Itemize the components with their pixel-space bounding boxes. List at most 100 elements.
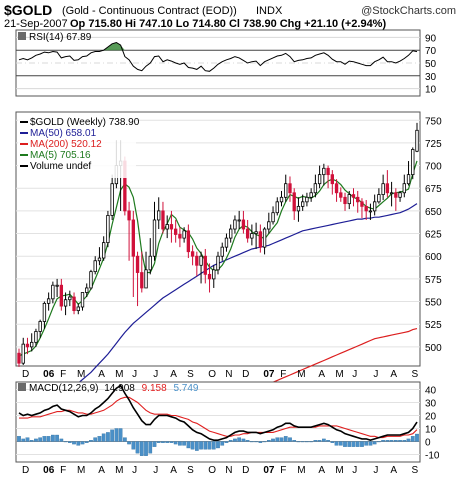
candle-body (301, 201, 305, 207)
candle (93, 256, 97, 275)
histogram-value: 5.749 (173, 383, 198, 394)
time-axis-label: A (390, 465, 397, 476)
macd-tick-label: 40 (425, 386, 437, 397)
histogram-bar (326, 440, 330, 442)
histogram-bar (300, 441, 305, 443)
price-tick-label: 575 (425, 275, 442, 286)
histogram-bar (283, 436, 288, 442)
candle (262, 227, 267, 255)
histogram-bar (148, 441, 153, 454)
candle-body (106, 215, 110, 244)
signal-value: 9.158 (142, 383, 167, 394)
candle-body (271, 212, 275, 223)
candle-body (30, 341, 34, 348)
candle (127, 201, 131, 261)
signal-line (19, 396, 418, 439)
candle (237, 210, 241, 230)
candle-body (21, 343, 25, 364)
candle (415, 122, 419, 153)
candle (377, 188, 381, 204)
histogram-bar (381, 440, 385, 442)
histogram-bar (245, 440, 250, 442)
macd-label: MACD(12,26,9) (29, 383, 98, 394)
candle-body (165, 224, 169, 230)
candle-body (110, 183, 114, 216)
candle (313, 174, 318, 198)
time-axis-bottom: D 06 F M A M J J A S O N D 07 F M A M J J A S (22, 465, 419, 476)
candle (63, 292, 68, 316)
candle (334, 179, 339, 202)
candle (152, 201, 157, 261)
candle-body (25, 343, 30, 348)
candle-body (245, 228, 250, 239)
legend-entry: MA(50) 658.01 (30, 128, 97, 139)
candle (212, 265, 216, 288)
candle (402, 174, 406, 198)
candle (351, 188, 356, 207)
candle (305, 192, 309, 207)
candle (85, 283, 89, 298)
candle (203, 248, 207, 284)
candle-body (80, 292, 85, 308)
time-axis-label: O (208, 465, 216, 476)
histogram-bar (199, 441, 203, 450)
candle-body (398, 192, 402, 198)
candle (292, 188, 296, 220)
histogram-bar (207, 441, 212, 450)
chart-symbol: $GOLD (4, 2, 52, 18)
candle (89, 269, 93, 290)
candle (301, 194, 305, 211)
histogram-bar (46, 436, 51, 442)
histogram-bar (182, 441, 186, 446)
time-axis-label: J (373, 369, 378, 380)
candle (317, 165, 322, 189)
candle (131, 210, 135, 298)
price-panel: 750 725 700 675 650 625 600 575 550 525 500 $GOLD … (15, 111, 442, 439)
histogram-bar (42, 436, 47, 442)
candle (347, 190, 351, 210)
histogram-bar (360, 441, 364, 447)
candle-body (212, 269, 216, 280)
candle-body (93, 260, 97, 273)
candle-body (224, 237, 229, 248)
candle (182, 227, 186, 243)
candle-body (360, 201, 364, 207)
candle (398, 190, 402, 202)
candle-body (233, 219, 237, 230)
candle-body (322, 167, 326, 176)
histogram-bar (135, 441, 140, 454)
time-axis-top: D 06 F M A M J J A S O N D 07 F M A M J J A S (22, 369, 419, 380)
candle-body (216, 255, 220, 271)
candle (157, 197, 161, 230)
candle (254, 222, 258, 249)
histogram-bar (59, 438, 64, 442)
candle (245, 219, 250, 243)
rsi-tick-label: 90 (425, 33, 437, 44)
candle-body (207, 273, 212, 280)
time-axis-label: D (22, 465, 29, 476)
histogram-bar (97, 436, 102, 442)
time-axis-label: 06 (43, 465, 55, 476)
histogram-bar (114, 428, 119, 442)
histogram-bar (377, 441, 381, 443)
histogram-bar (338, 441, 343, 446)
histogram-bar (51, 434, 55, 442)
time-axis-label: F (280, 369, 286, 380)
time-axis-label: A (318, 465, 325, 476)
candle (173, 219, 178, 243)
candle-body (275, 201, 279, 214)
price-tick-label: 700 (425, 162, 442, 173)
candle (25, 337, 30, 355)
candle (279, 190, 284, 207)
candle-body (51, 284, 55, 300)
histogram-bar (347, 441, 352, 447)
candle (368, 203, 373, 220)
candle-body (347, 194, 351, 205)
candle (135, 251, 140, 307)
candle-body (195, 255, 199, 266)
histogram-bar (385, 440, 390, 442)
histogram-bar (415, 433, 419, 442)
histogram-bar (89, 440, 93, 442)
candle (190, 245, 195, 266)
candle-body (402, 183, 406, 194)
